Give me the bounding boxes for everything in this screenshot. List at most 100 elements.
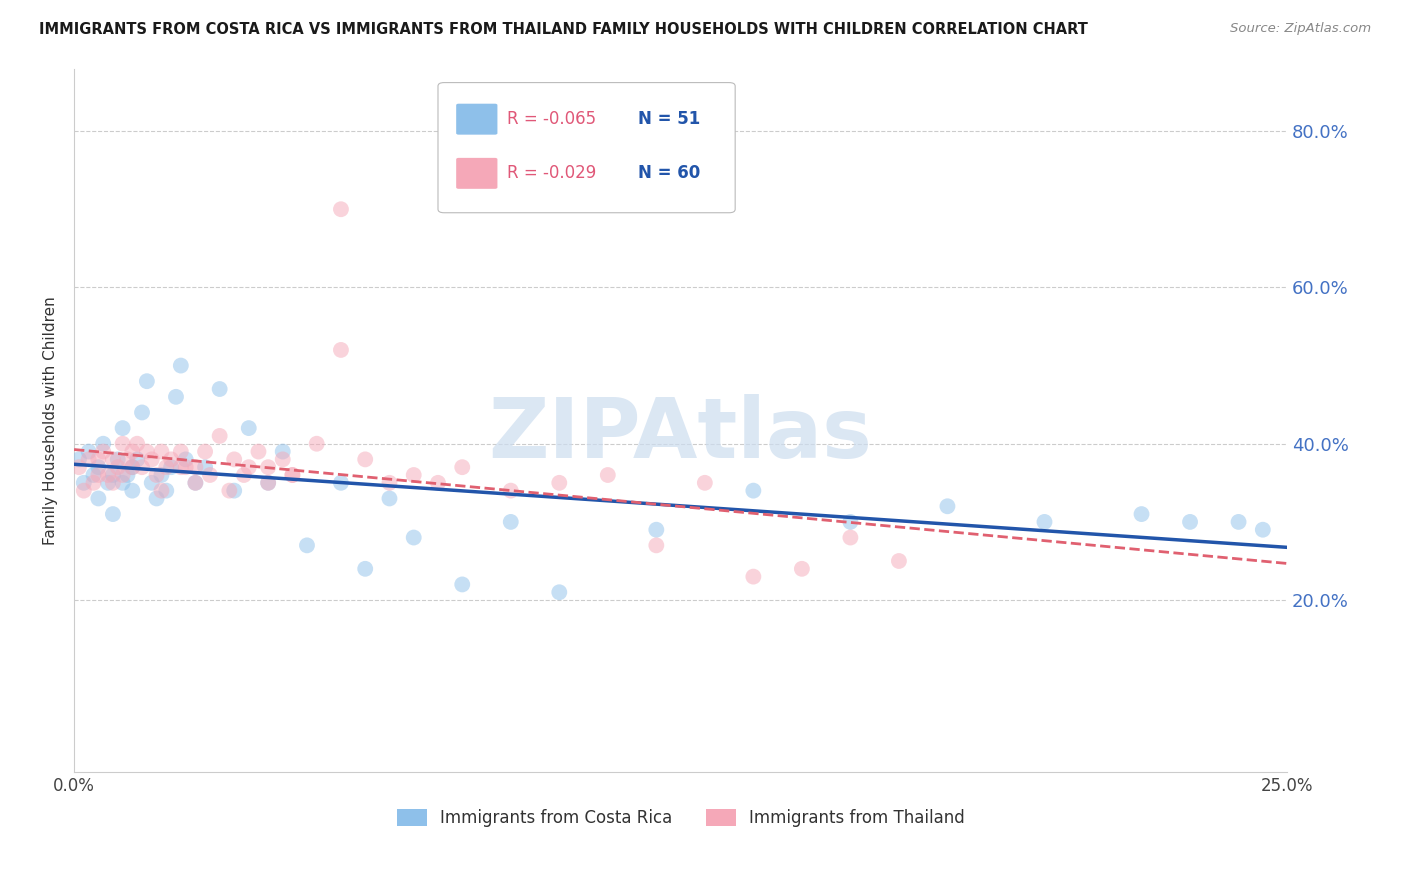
Point (378, 491, 401, 506)
Point (111, 421, 134, 435)
Point (257, 460, 280, 475)
Text: ZIPAtlas: ZIPAtlas (489, 394, 873, 475)
Point (87, 460, 110, 475)
Point (936, 500, 959, 514)
Point (141, 452, 163, 467)
Point (91, 444, 114, 458)
Point (131, 405, 153, 419)
Point (247, 444, 270, 458)
Text: R = -0.029: R = -0.029 (508, 164, 596, 182)
Point (77, 452, 100, 467)
Point (73, 483, 96, 498)
Point (67, 452, 90, 467)
Point (839, 531, 862, 545)
Point (155, 483, 177, 498)
Point (91, 436, 114, 450)
Point (194, 444, 217, 458)
Point (402, 531, 425, 545)
Point (645, 538, 668, 552)
Point (378, 475, 401, 490)
Point (329, 202, 352, 217)
Point (150, 444, 173, 458)
Point (107, 452, 129, 467)
Point (499, 515, 522, 529)
Point (224, 452, 246, 467)
Point (135, 444, 157, 458)
Point (281, 468, 304, 483)
Point (101, 452, 124, 467)
Point (165, 390, 187, 404)
Point (1251, 523, 1274, 537)
Point (127, 436, 149, 450)
Point (693, 475, 716, 490)
Point (170, 359, 193, 373)
Point (170, 460, 193, 475)
Point (232, 468, 254, 483)
Point (145, 491, 167, 506)
Point (887, 554, 910, 568)
Point (160, 460, 183, 475)
Point (111, 475, 134, 490)
Point (87, 452, 110, 467)
Point (1227, 515, 1250, 529)
Point (145, 468, 167, 483)
Point (184, 475, 207, 490)
Point (742, 569, 765, 583)
Point (87, 491, 110, 506)
Point (354, 452, 377, 467)
Point (101, 468, 124, 483)
Point (111, 468, 134, 483)
Point (121, 483, 143, 498)
Point (150, 468, 173, 483)
Point (208, 429, 231, 443)
Point (839, 515, 862, 529)
Point (117, 468, 139, 483)
Point (548, 475, 571, 490)
Point (198, 468, 221, 483)
Point (174, 452, 197, 467)
Point (121, 460, 143, 475)
Point (184, 475, 207, 490)
Point (101, 475, 124, 490)
Point (131, 460, 153, 475)
Point (295, 538, 318, 552)
Point (224, 483, 246, 498)
Point (117, 452, 139, 467)
Point (596, 468, 619, 483)
Text: N = 60: N = 60 (638, 164, 700, 182)
Point (107, 460, 129, 475)
Point (111, 436, 134, 450)
Point (77, 444, 100, 458)
Point (97, 468, 120, 483)
Point (101, 507, 124, 521)
Text: N = 51: N = 51 (638, 111, 700, 128)
Point (271, 444, 294, 458)
Point (218, 483, 240, 498)
Point (1130, 507, 1153, 521)
Point (451, 460, 474, 475)
Point (238, 460, 260, 475)
Point (155, 460, 177, 475)
Point (790, 562, 813, 576)
Point (160, 452, 183, 467)
Point (194, 460, 217, 475)
Point (135, 374, 157, 388)
Point (257, 475, 280, 490)
Point (121, 460, 143, 475)
Text: IMMIGRANTS FROM COSTA RICA VS IMMIGRANTS FROM THAILAND FAMILY HOUSEHOLDS WITH CH: IMMIGRANTS FROM COSTA RICA VS IMMIGRANTS… (39, 22, 1088, 37)
Point (170, 444, 193, 458)
Point (281, 468, 304, 483)
Text: Source: ZipAtlas.com: Source: ZipAtlas.com (1230, 22, 1371, 36)
Point (238, 421, 260, 435)
Point (83, 468, 105, 483)
Point (427, 475, 450, 490)
Point (354, 562, 377, 576)
Point (208, 382, 231, 396)
FancyBboxPatch shape (439, 83, 735, 213)
FancyBboxPatch shape (456, 158, 498, 189)
Point (1178, 515, 1201, 529)
Point (87, 468, 110, 483)
Point (150, 483, 173, 498)
Point (329, 475, 352, 490)
Point (271, 452, 294, 467)
